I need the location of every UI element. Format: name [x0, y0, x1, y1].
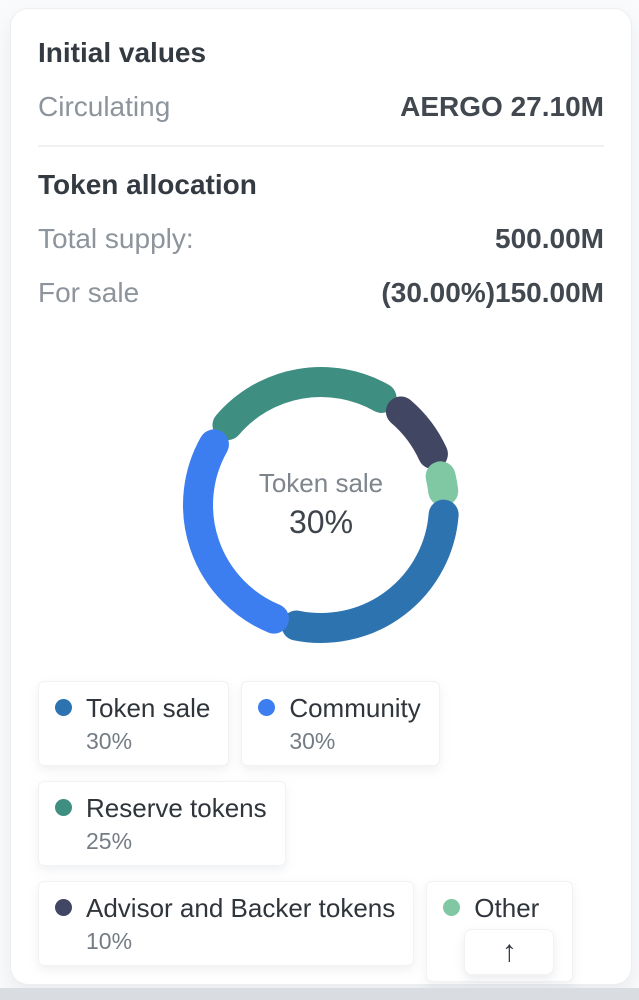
token-allocation-donut-chart[interactable]: Token sale 30% — [171, 355, 471, 655]
legend-dot-token-sale — [55, 699, 72, 716]
legend-percent: 30% — [289, 728, 336, 754]
legend-dot-community — [258, 699, 276, 716]
total-supply-label: Total supply: — [38, 223, 194, 254]
donut-segment-token-sale[interactable] — [281, 499, 459, 643]
legend-item-other[interactable]: Other ↑ — [426, 881, 574, 982]
legend-item-reserve-tokens[interactable]: Reserve tokens 25% — [38, 781, 286, 866]
donut-segment-other[interactable] — [425, 461, 459, 507]
page-background-strip — [0, 988, 639, 1000]
row-for-sale: For sale (30.00%)150.00M — [38, 275, 604, 311]
section-title-token-allocation: Token allocation — [38, 169, 257, 200]
legend-item-community[interactable]: Community 30% — [241, 681, 440, 766]
for-sale-label: For sale — [38, 277, 140, 308]
token-info-card: Initial values Circulating AERGO 27.10M … — [10, 8, 632, 985]
donut-segment-reserve-tokens[interactable] — [212, 367, 397, 441]
total-supply-value: 500.00M — [495, 223, 604, 254]
legend-label: Community — [289, 693, 421, 723]
legend-label: Other — [474, 893, 540, 923]
legend-label: Advisor and Backer tokens — [86, 893, 396, 923]
legend-label: Token sale — [86, 693, 211, 723]
row-circulating: Circulating AERGO 27.10M — [38, 89, 604, 125]
legend-dot-reserve-tokens — [55, 799, 72, 816]
donut-segment-community[interactable] — [183, 429, 289, 634]
section-divider — [38, 145, 604, 147]
legend-label: Reserve tokens — [86, 793, 267, 823]
chart-legend: Token sale 30% Community 30% Reserve tok… — [38, 681, 604, 982]
legend-percent: 10% — [86, 928, 133, 954]
legend-dot-advisor-backer — [55, 899, 72, 916]
legend-percent: 30% — [86, 728, 133, 754]
donut-chart-svg[interactable] — [171, 355, 471, 655]
circulating-value: AERGO 27.10M — [400, 91, 604, 122]
legend-item-token-sale[interactable]: Token sale 30% — [38, 681, 230, 766]
legend-percent: 25% — [86, 828, 133, 854]
legend-dot-other — [443, 899, 461, 916]
for-sale-value: (30.00%)150.00M — [381, 277, 604, 308]
row-total-supply: Total supply: 500.00M — [38, 221, 604, 257]
circulating-label: Circulating — [38, 91, 171, 122]
section-title-initial-values: Initial values — [38, 37, 207, 68]
arrow-up-icon: ↑ — [501, 935, 517, 968]
donut-segment-advisor-and-backer-tokens[interactable] — [385, 396, 448, 469]
legend-item-advisor-backer-tokens[interactable]: Advisor and Backer tokens 10% — [38, 881, 415, 966]
legend-expand-button[interactable]: ↑ — [464, 929, 555, 975]
